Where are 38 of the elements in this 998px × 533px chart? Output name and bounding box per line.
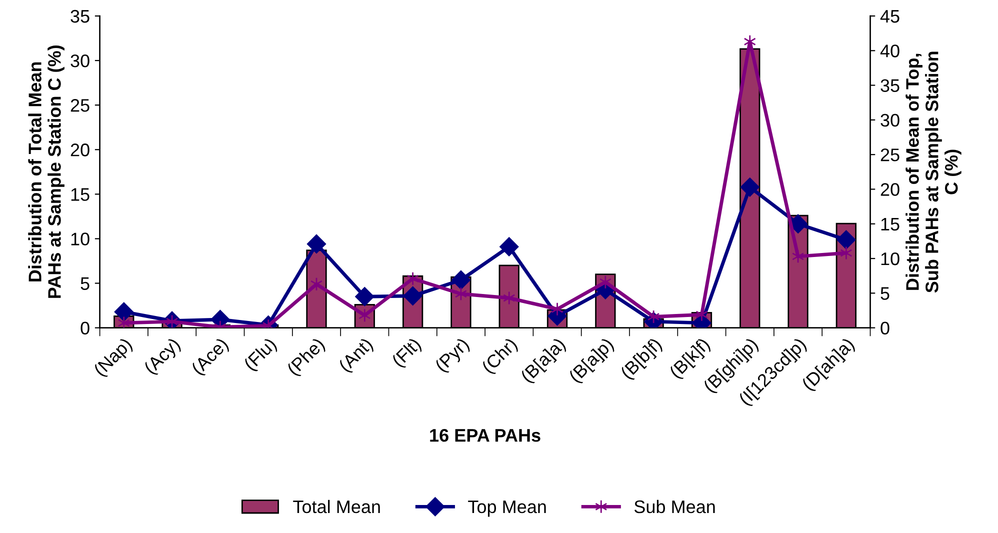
point: [406, 272, 419, 286]
y-tick-label: 10: [71, 232, 90, 246]
y2-axis-title: Distribution of Mean of Top, Sub PAHs at Sample Station C (%): [906, 52, 962, 293]
y2-tick-label: 30: [880, 114, 900, 127]
y2-tick-label: 0: [880, 322, 890, 335]
point: [502, 291, 516, 305]
point: [114, 302, 134, 322]
y-tick-label: 35: [70, 10, 90, 23]
point: [840, 246, 852, 260]
point: [788, 214, 808, 234]
y2-tick-label: 10: [881, 252, 900, 266]
legend-label: Top Mean: [468, 500, 546, 517]
y2-tick-label: 5: [880, 287, 890, 300]
point: [740, 178, 760, 197]
legend-label: Total Mean: [293, 500, 380, 514]
y2-tick-label: 35: [880, 79, 900, 92]
y-tick-label: 20: [70, 144, 90, 156]
y-tick-label: 15: [71, 188, 90, 201]
point: [451, 270, 470, 290]
x-tick-label: (Flt): [390, 336, 424, 370]
y2-tick-label: 15: [881, 218, 900, 231]
point: [836, 230, 856, 250]
y2-tick-label: 45: [880, 10, 900, 23]
point: [500, 237, 519, 256]
point: [118, 316, 130, 328]
y-tick-label: 30: [70, 54, 90, 68]
y-tick-label: 5: [80, 277, 90, 290]
y-tick-label: 25: [70, 99, 90, 112]
y2-tick-label: 40: [880, 44, 900, 58]
y2-tick-label: 20: [880, 183, 900, 196]
legend-label: Sub Mean: [634, 500, 715, 514]
x-axis-title: 16 EPA PAHs: [430, 428, 540, 442]
point: [599, 275, 612, 290]
y-axis-title: Distribution of Total Mean PAHs at Sample Station C (%): [28, 46, 64, 298]
point: [306, 234, 326, 254]
y2-tick-label: 25: [880, 148, 900, 162]
y-tick-label: 0: [80, 322, 90, 335]
point: [355, 287, 374, 306]
